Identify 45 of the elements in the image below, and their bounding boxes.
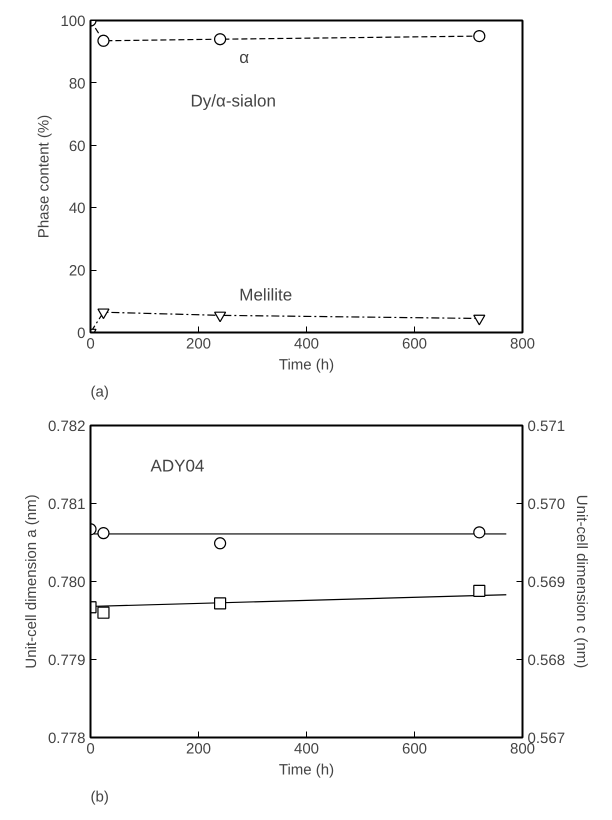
y2-tick-label: 0.568 [528, 652, 566, 669]
y-tick-label: 40 [68, 200, 86, 218]
y-axis-title: Phase content (%) [35, 114, 52, 238]
x-tick-label: 200 [186, 740, 212, 758]
point [473, 314, 486, 326]
point [97, 308, 110, 320]
y-tick-label: 100 [60, 13, 86, 30]
y-tick-label: 0.779 [48, 652, 86, 669]
y2-tick-label: 0.569 [528, 574, 566, 591]
x-axis-title: Time (h) [278, 356, 334, 374]
y-tick-label: 80 [68, 75, 86, 92]
y-tick-label: 20 [68, 262, 86, 280]
y2-axis-title: Unit-cell dimension c (nm) [573, 494, 590, 668]
point [214, 33, 226, 46]
x-tick-label: 400 [294, 740, 320, 758]
series-label: α [239, 48, 250, 68]
point [97, 527, 110, 540]
text: (b) [90, 788, 109, 806]
point [97, 606, 110, 619]
x-tick-label: 200 [186, 336, 212, 352]
x-axis-title: Time (h) [278, 762, 334, 778]
point [97, 34, 110, 47]
x-tick-label: 600 [402, 336, 428, 352]
point [473, 30, 486, 42]
annotation: Dy/α-sialon [190, 92, 276, 110]
x-tick-label: 400 [294, 336, 320, 352]
annotation: ADY04 [150, 456, 204, 476]
y2-tick-label: 0.570 [528, 496, 566, 513]
point [214, 597, 226, 610]
text: (a) [90, 384, 109, 400]
point [473, 584, 486, 597]
x-tick-label: 800 [510, 336, 536, 352]
series-label: Melilite [239, 285, 292, 304]
point [473, 526, 486, 538]
point [214, 537, 226, 550]
y-tick-label: 0.782 [48, 418, 86, 435]
x-tick-label: 600 [402, 740, 428, 758]
y-tick-label: 60 [68, 138, 86, 155]
y-tick-label: 0.781 [48, 496, 86, 513]
y2-tick-label: 0.571 [528, 418, 566, 435]
y-tick-label: 0.780 [48, 574, 86, 591]
y-tick-label: 0 [77, 325, 86, 342]
point [214, 312, 226, 322]
y-tick-label: 0.778 [48, 730, 86, 747]
y-axis-title: Unit-cell dimension a (nm) [22, 494, 40, 669]
